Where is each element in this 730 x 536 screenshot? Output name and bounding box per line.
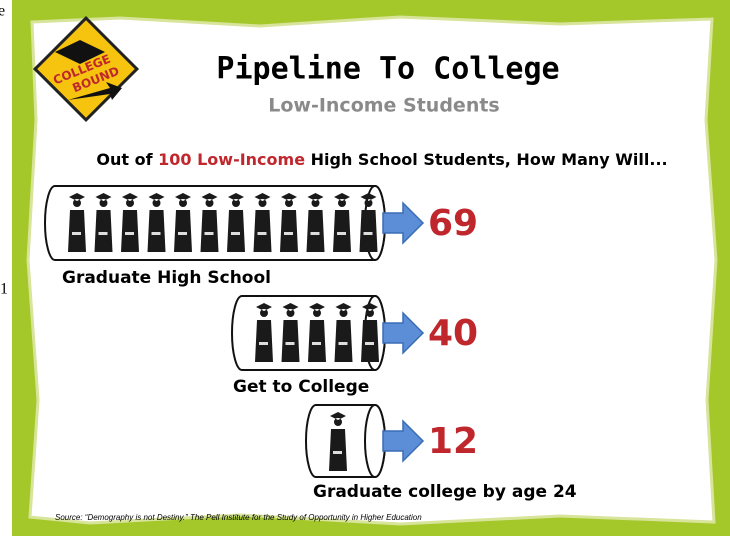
title: Pipeline To College	[216, 52, 559, 87]
question-highlight: 100 Low-Income	[158, 150, 305, 169]
diploma	[99, 232, 108, 235]
diploma	[259, 342, 268, 345]
row-value: 69	[428, 203, 478, 244]
question-suffix: High School Students, How Many Will...	[311, 150, 668, 169]
row-value: 40	[428, 313, 478, 354]
diploma	[337, 232, 346, 235]
page: e 1 COLLEGE BOUND Pipeline To College Lo…	[0, 0, 730, 536]
diploma	[152, 232, 161, 235]
row-label: Get to College	[233, 377, 369, 397]
diploma	[286, 342, 295, 345]
diploma	[365, 342, 374, 345]
infographic: e 1 COLLEGE BOUND Pipeline To College Lo…	[0, 0, 730, 536]
edge-fragment: e	[0, 3, 5, 20]
diploma	[339, 342, 348, 345]
diploma	[333, 451, 342, 454]
diploma	[312, 342, 321, 345]
diploma	[284, 232, 293, 235]
diploma	[258, 232, 267, 235]
diploma	[311, 232, 320, 235]
row-label: Graduate High School	[62, 268, 271, 288]
question-prefix: Out of	[96, 150, 153, 169]
diploma	[125, 232, 134, 235]
diploma	[178, 232, 187, 235]
row-label: Graduate college by age 24	[313, 482, 577, 502]
diploma	[205, 232, 214, 235]
diploma	[72, 232, 81, 235]
row-value: 12	[428, 421, 478, 462]
diploma	[364, 232, 373, 235]
diploma	[231, 232, 240, 235]
source: Source: “Demography is not Destiny.” The…	[55, 513, 422, 522]
edge-fragment: 1	[0, 281, 8, 298]
subtitle: Low-Income Students	[268, 95, 500, 117]
pipe-end	[365, 405, 385, 477]
question: Out of 100 Low-Income High School Studen…	[96, 150, 667, 169]
